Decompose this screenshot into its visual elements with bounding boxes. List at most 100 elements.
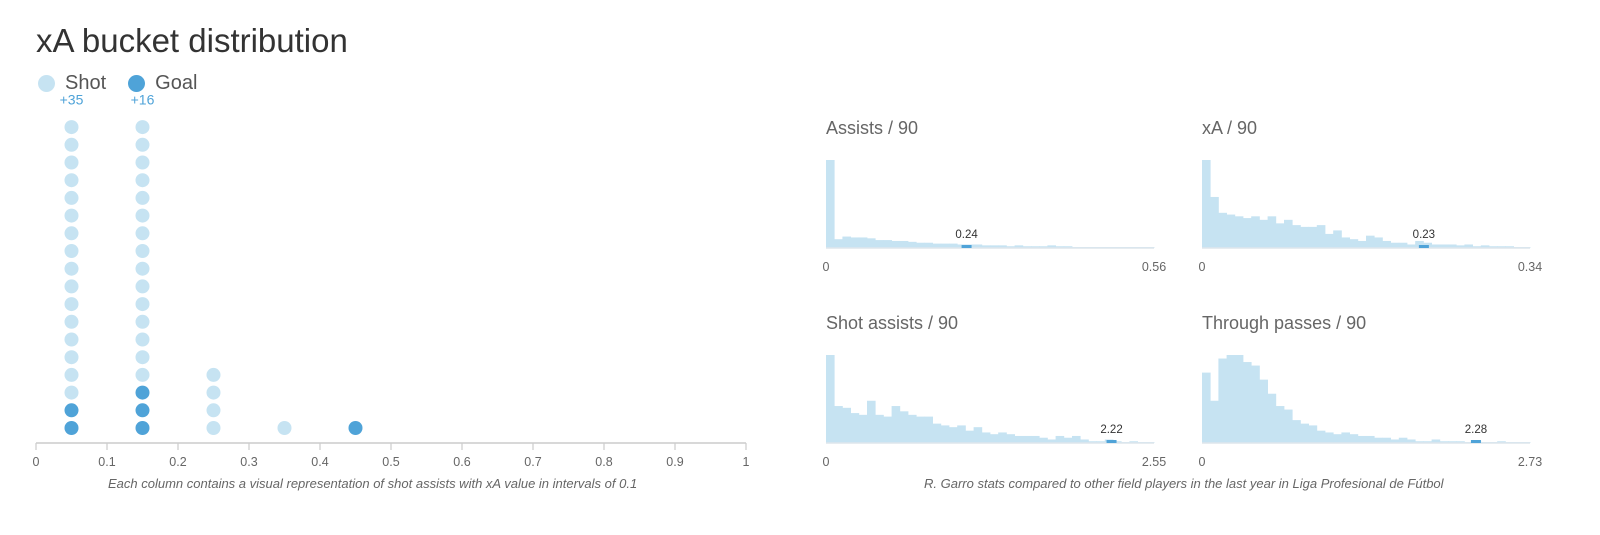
x-max-label: 2.55 <box>1142 455 1166 469</box>
shot-dot <box>135 190 150 205</box>
histogram-bar <box>1259 379 1268 443</box>
player-marker <box>1106 440 1117 443</box>
legend-shot-swatch <box>38 75 55 92</box>
histogram-bar <box>940 243 950 248</box>
histogram-bar <box>834 239 843 248</box>
histogram-bar <box>1275 223 1285 248</box>
histogram-bar <box>850 237 860 248</box>
histogram-bar <box>1464 244 1473 248</box>
histogram-bar <box>1284 409 1293 443</box>
histogram-bar <box>998 432 1007 443</box>
histogram-bar <box>932 243 942 248</box>
right-caption: R. Garro stats compared to other field p… <box>924 476 1444 491</box>
shot-dot <box>135 120 150 135</box>
x-tick-label: 1 <box>743 455 750 469</box>
histogram-bar <box>1243 218 1252 248</box>
x-tick-label: 0.8 <box>595 455 612 469</box>
histogram-bar <box>1022 246 1032 248</box>
shot-dot <box>64 297 79 312</box>
histogram-bar <box>1055 435 1065 443</box>
histogram-bar <box>1267 393 1277 443</box>
histogram-bar <box>826 160 835 248</box>
histogram-bar <box>1080 439 1089 443</box>
shot-dot <box>135 261 150 276</box>
x-max-label: 0.56 <box>1142 260 1166 274</box>
histogram-bar <box>1448 244 1457 248</box>
histogram-bar <box>973 427 983 443</box>
histogram-bar <box>858 237 868 248</box>
histogram-bar <box>998 245 1007 248</box>
histogram-bar <box>981 432 991 443</box>
histogram-bar <box>899 240 909 248</box>
goal-dot <box>64 421 79 435</box>
x-min-label: 0 <box>1199 260 1206 274</box>
histogram-bar <box>1407 439 1416 443</box>
histogram-bar <box>1398 437 1408 443</box>
shot-dot <box>135 208 150 223</box>
histogram-bar <box>1366 235 1375 248</box>
x-max-label: 2.73 <box>1518 455 1542 469</box>
x-tick-label: 0.5 <box>382 455 399 469</box>
x-tick-label: 0.2 <box>169 455 186 469</box>
histogram-bar <box>1210 400 1219 443</box>
histogram-bar <box>1439 441 1449 443</box>
shot-dot <box>135 244 150 258</box>
histogram-bar <box>1456 441 1465 443</box>
histogram-bar <box>1390 242 1400 248</box>
histogram-bar <box>850 413 860 443</box>
shot-dot <box>64 190 79 205</box>
x-tick-label: 0.6 <box>453 455 470 469</box>
shot-dot <box>135 226 150 241</box>
histogram-bar <box>1284 219 1293 248</box>
shot-dot <box>135 350 150 365</box>
histogram-bar <box>1022 435 1032 443</box>
histogram-bar <box>1448 441 1457 443</box>
histogram-title: Assists / 90 <box>826 118 918 138</box>
histogram-bar <box>1113 441 1122 443</box>
histogram-bar <box>1251 216 1260 248</box>
overflow-label: +35 <box>60 91 84 107</box>
histogram-bar <box>891 240 901 248</box>
histogram-bar <box>1251 365 1260 443</box>
histogram-bar <box>1398 242 1408 248</box>
histogram-bar <box>1275 406 1285 443</box>
x-tick-label: 0 <box>33 455 40 469</box>
histogram-bar <box>1431 244 1441 248</box>
histogram-bar <box>1390 439 1400 443</box>
histogram-bar <box>990 245 999 248</box>
shot-dot <box>64 137 79 152</box>
histogram-bar <box>1234 355 1244 443</box>
histogram-bar <box>1072 435 1081 443</box>
histogram-bar <box>1382 437 1391 443</box>
histogram-bar <box>867 400 876 443</box>
shot-dot <box>64 173 79 188</box>
histogram-bar <box>1234 216 1244 248</box>
histogram-bar <box>867 238 876 248</box>
histogram-bar <box>1423 441 1432 443</box>
histogram-bar <box>1218 212 1227 248</box>
x-tick-label: 0.9 <box>666 455 683 469</box>
shot-dot <box>64 385 79 400</box>
player-value-label: 2.28 <box>1465 424 1487 436</box>
histogram-bar <box>1489 246 1498 248</box>
histogram-bar <box>1218 358 1227 443</box>
histogram-bar <box>1431 439 1441 443</box>
histogram-bar <box>1374 437 1383 443</box>
histogram-bar <box>1456 245 1465 248</box>
histogram-bar <box>1014 435 1024 443</box>
legend-goal-swatch <box>128 75 146 92</box>
shot-dot <box>64 261 79 276</box>
goal-dot <box>64 403 79 418</box>
histogram-bar <box>875 240 884 248</box>
histogram-bar <box>1316 225 1326 248</box>
histogram-bar <box>1063 246 1073 248</box>
histogram-title: xA / 90 <box>1202 118 1257 138</box>
histogram-bar <box>924 242 933 248</box>
shot-dot <box>64 350 79 365</box>
histogram-bar <box>1292 420 1301 443</box>
x-min-label: 0 <box>823 260 830 274</box>
histogram-bar <box>1415 441 1424 443</box>
histogram-bar <box>1349 434 1359 443</box>
histogram-bar <box>924 416 933 443</box>
